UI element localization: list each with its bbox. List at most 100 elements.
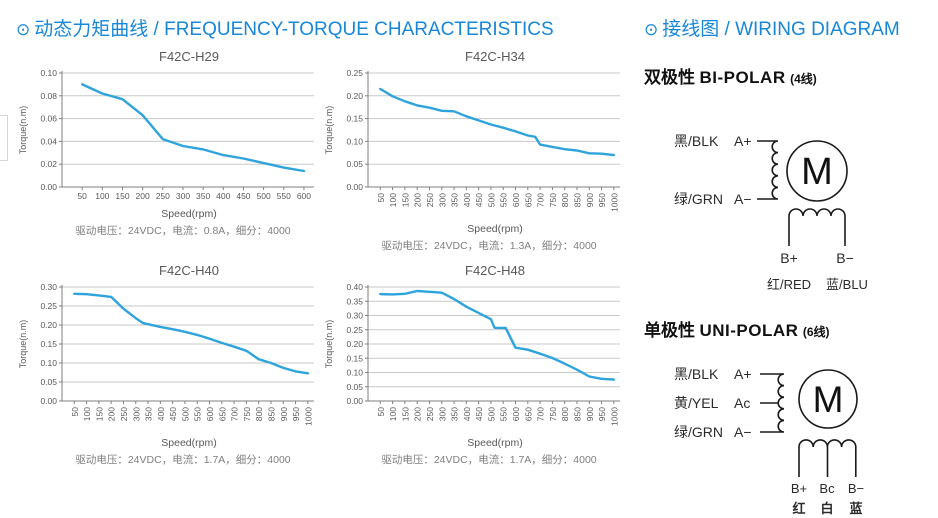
svg-text:750: 750 (548, 193, 558, 207)
wire-label-grn: 绿/GRN (674, 424, 723, 440)
svg-text:50: 50 (376, 407, 386, 417)
terminal-a-minus: A− (734, 191, 752, 207)
terminal-b-plus: B+ (791, 481, 807, 496)
svg-text:0.15: 0.15 (40, 339, 57, 349)
wire-label-wht-cn: 白 (820, 501, 833, 516)
unipolar-wiring-diagram: M 黑/BLK A+ 黄/YEL Ac 绿/GRN A− B+ Bc B− 红 … (674, 366, 864, 516)
svg-text:400: 400 (216, 191, 230, 201)
chart-f42c-h40: F42C-H40 0.00 0.05 0.10 0.15 0.20 0.25 0.30 50 1… (16, 263, 322, 467)
motor-label: M (813, 379, 844, 420)
svg-text:550: 550 (193, 407, 203, 421)
svg-text:0.15: 0.15 (346, 114, 363, 124)
frequency-torque-title-text: 动态力矩曲线 / FREQUENCY-TORQUE CHARACTERISTIC… (34, 19, 554, 40)
svg-text:350: 350 (450, 407, 460, 421)
svg-text:250: 250 (425, 193, 435, 207)
wire-label-blu-cn: 蓝 (849, 501, 862, 516)
svg-text:0.05: 0.05 (40, 377, 57, 387)
svg-text:300: 300 (437, 193, 447, 207)
svg-text:1000: 1000 (609, 193, 619, 212)
svg-text:200: 200 (107, 407, 117, 421)
phase-a-coil-tapped (760, 373, 785, 433)
chart-xlabel: Speed(rpm) (467, 223, 523, 235)
svg-text:450: 450 (236, 191, 250, 201)
svg-text:400: 400 (156, 407, 166, 421)
unipolar-heading-cn: 单极性 (644, 321, 695, 340)
svg-text:0.10: 0.10 (346, 368, 363, 378)
unipolar-heading-note: (6线) (802, 325, 830, 339)
svg-text:0.05: 0.05 (346, 382, 363, 392)
chart-title: F42C-H34 (465, 49, 525, 64)
wire-label-blu: 蓝/BLU (826, 277, 868, 292)
svg-text:0.00: 0.00 (40, 182, 57, 192)
svg-text:250: 250 (119, 407, 129, 421)
svg-text:200: 200 (413, 407, 423, 421)
svg-text:550: 550 (277, 191, 291, 201)
svg-text:250: 250 (156, 191, 170, 201)
frequency-torque-section: ⊙ 动态力矩曲线 / FREQUENCY-TORQUE CHARACTERISTI… (16, 19, 636, 467)
svg-text:Torque(n.m): Torque(n.m) (324, 106, 334, 155)
charts-grid: F42C-H29 0.00 0.02 0.04 0.06 0.08 0.10 50 100 15… (16, 49, 636, 467)
svg-text:850: 850 (572, 407, 582, 421)
svg-text:100: 100 (82, 407, 92, 421)
svg-text:450: 450 (474, 193, 484, 207)
chart-caption: 驱动电压：24VDC，电流：1.7A，细分：4000 (75, 454, 291, 466)
svg-text:0.02: 0.02 (40, 159, 57, 169)
svg-text:800: 800 (560, 193, 570, 207)
svg-text:350: 350 (196, 191, 210, 201)
chart-caption: 驱动电压：24VDC，电流：1.7A，细分：4000 (381, 454, 597, 466)
chart-title: F42C-H29 (159, 49, 219, 64)
svg-text:0.20: 0.20 (40, 320, 57, 330)
chart-caption: 驱动电压：24VDC，电流：0.8A，细分：4000 (75, 225, 291, 237)
svg-text:650: 650 (523, 407, 533, 421)
svg-text:350: 350 (144, 407, 154, 421)
wiring-diagram-section: ⊙ 接线图 / WIRING DIAGRAM 双极性 BI-POLAR (4线) … (636, 0, 938, 518)
terminal-a-plus: A+ (734, 133, 752, 149)
svg-text:0.00: 0.00 (40, 396, 57, 406)
svg-text:500: 500 (486, 193, 496, 207)
wire-label-yel: 黄/YEL (674, 395, 719, 411)
svg-text:350: 350 (450, 193, 460, 207)
svg-text:50: 50 (70, 407, 80, 417)
bipolar-heading: 双极性 BI-POLAR (4线) (644, 63, 938, 88)
svg-text:0.30: 0.30 (40, 282, 57, 292)
svg-text:1000: 1000 (303, 407, 313, 426)
circled-dot-icon: ⊙ (644, 20, 659, 39)
svg-text:200: 200 (413, 193, 423, 207)
phase-a-coil (757, 140, 779, 200)
svg-text:900: 900 (585, 407, 595, 421)
svg-text:500: 500 (180, 407, 190, 421)
svg-text:900: 900 (585, 193, 595, 207)
svg-text:0.25: 0.25 (346, 68, 363, 78)
svg-text:0.20: 0.20 (346, 91, 363, 101)
motor-circle (798, 369, 858, 429)
svg-text:150: 150 (400, 407, 410, 421)
unipolar-heading-en: UNI-POLAR (699, 321, 799, 340)
chart-f42c-h48: F42C-H48 0.00 0.05 0.10 0.15 0.20 0.25 0.30 0.3… (322, 263, 628, 467)
svg-text:600: 600 (205, 407, 215, 421)
terminal-a-center: Ac (734, 395, 750, 411)
svg-text:700: 700 (536, 407, 546, 421)
svg-text:50: 50 (376, 193, 386, 203)
svg-text:100: 100 (388, 193, 398, 207)
motor-label: M (801, 151, 833, 193)
circled-dot-icon: ⊙ (16, 20, 31, 39)
svg-text:300: 300 (437, 407, 447, 421)
svg-text:0.30: 0.30 (346, 311, 363, 321)
svg-text:450: 450 (168, 407, 178, 421)
svg-text:400: 400 (462, 193, 472, 207)
svg-text:950: 950 (291, 407, 301, 421)
wire-label-blk: 黑/BLK (674, 366, 719, 382)
svg-text:100: 100 (95, 191, 109, 201)
svg-text:0.05: 0.05 (346, 159, 363, 169)
svg-text:800: 800 (560, 407, 570, 421)
svg-text:900: 900 (279, 407, 289, 421)
wire-label-red-cn: 红 (792, 501, 805, 516)
wire-label-blk: 黑/BLK (674, 133, 719, 149)
chart-caption: 驱动电压：24VDC，电流：1.3A，细分：4000 (381, 240, 597, 252)
svg-text:650: 650 (217, 407, 227, 421)
svg-text:600: 600 (297, 191, 311, 201)
terminal-a-minus: A− (734, 424, 752, 440)
svg-text:0.15: 0.15 (346, 353, 363, 363)
svg-text:Torque(n.m): Torque(n.m) (18, 320, 28, 369)
